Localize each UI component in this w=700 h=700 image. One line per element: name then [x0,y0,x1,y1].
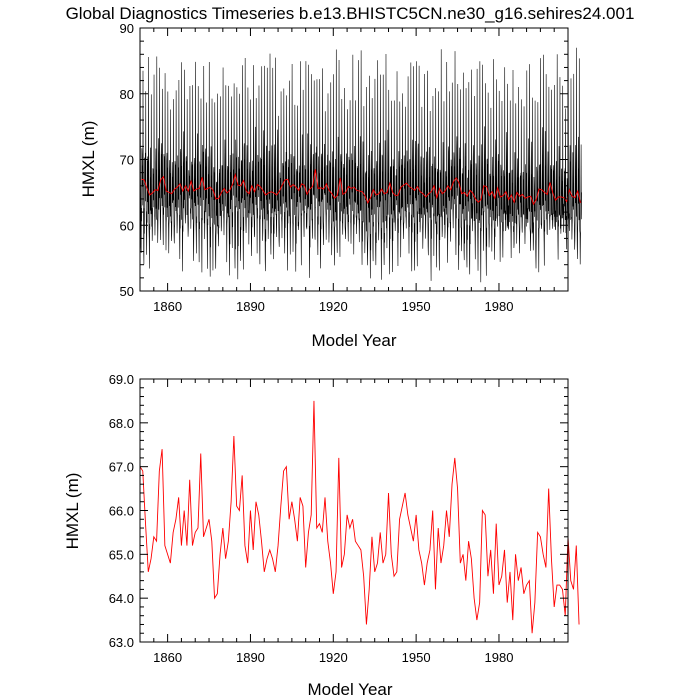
x-tick-label: 1860 [153,299,182,314]
x-tick-label: 1920 [319,299,348,314]
chart-title: Global Diagnostics Timeseries b.e13.BHIS… [66,4,635,23]
y-tick-label: 64.0 [109,591,134,606]
x-tick-label: 1890 [236,650,265,665]
annual-mean-line [141,169,581,206]
y-tick-label: 80 [120,87,134,102]
y-tick-label: 90 [120,21,134,36]
x-tick-label: 1950 [402,650,431,665]
bottom-y-axis-title: HMXL (m) [63,473,82,550]
top-y-axis-title: HMXL (m) [79,121,98,198]
y-tick-label: 69.0 [109,372,134,387]
monthly-line [139,47,582,283]
x-tick-label: 1890 [236,299,265,314]
y-tick-label: 50 [120,284,134,299]
bottom-plot-frame [139,378,569,643]
y-tick-label: 66.0 [109,504,134,519]
bottom-series-group [139,400,580,634]
x-tick-label: 1980 [485,299,514,314]
top-panel: 1860 1890 1920 1950 1980 50 60 70 80 90 Model Yea… [79,21,582,350]
x-tick-label: 1950 [402,299,431,314]
top-series-group [139,47,582,283]
bottom-panel: 1860 1890 1920 1950 1980 63.0 64.0 65.0 66.0 67.0… [63,372,580,699]
y-tick-label: 65.0 [109,547,134,562]
x-tick-label: 1980 [485,650,514,665]
y-tick-label: 60 [120,218,134,233]
annual-mean-line [139,400,580,634]
top-x-axis-title: Model Year [311,331,396,350]
top-axes: 1860 1890 1920 1950 1980 50 60 70 80 90 [120,21,569,314]
bottom-axes: 1860 1890 1920 1950 1980 63.0 64.0 65.0 66.0 67.0… [109,372,569,665]
y-tick-label: 68.0 [109,416,134,431]
y-tick-label: 67.0 [109,460,134,475]
y-tick-label: 70 [120,153,134,168]
y-tick-label: 63.0 [109,635,134,650]
x-tick-label: 1860 [153,650,182,665]
bottom-x-axis-title: Model Year [307,680,392,699]
x-tick-label: 1920 [319,650,348,665]
